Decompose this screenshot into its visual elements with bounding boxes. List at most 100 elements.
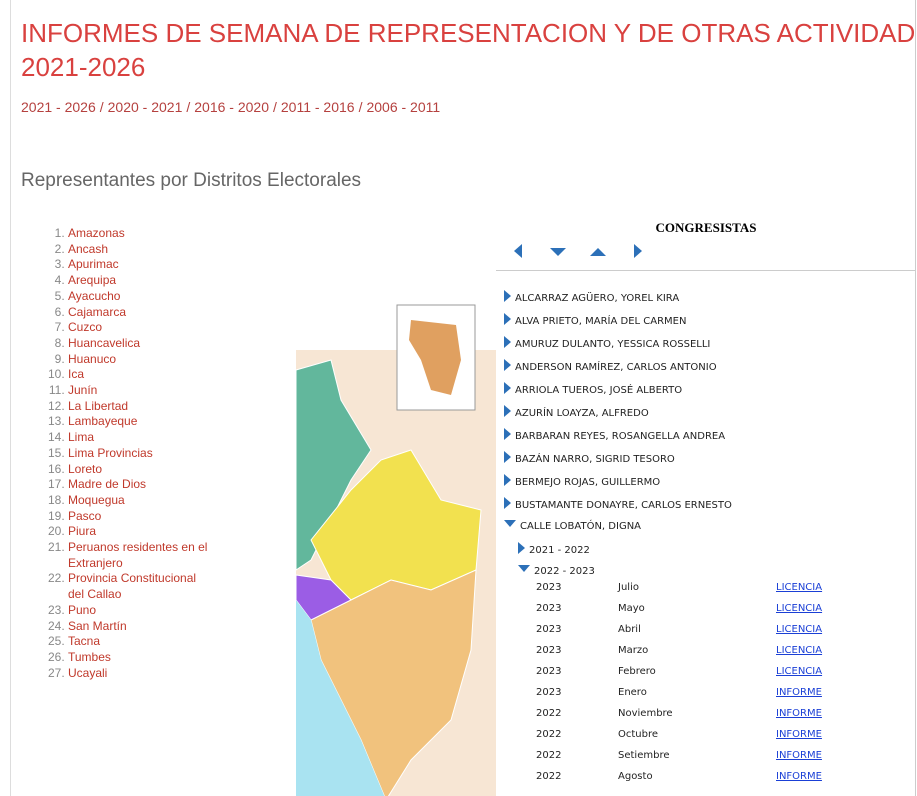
member-name[interactable]: AZURÍN LOAYZA, ALFREDO (515, 408, 649, 419)
member[interactable]: BERMEJO ROJAS, GUILLERMO (504, 474, 660, 488)
period-link[interactable]: 2020 - 2021 (108, 99, 183, 115)
district-item: Ancash (68, 242, 208, 258)
expand-icon[interactable] (518, 565, 530, 572)
district-link[interactable]: La Libertad (68, 399, 128, 413)
member[interactable]: AMURUZ DULANTO, YESSICA ROSSELLI (504, 336, 710, 350)
district-link[interactable]: Apurimac (68, 257, 119, 271)
report-cell: INFORME (776, 750, 822, 761)
arrow-down[interactable] (550, 248, 566, 256)
period[interactable]: 2021 - 2022 (518, 542, 590, 556)
report-cell: INFORME (776, 771, 822, 782)
report-year: 2022 (536, 750, 561, 761)
district-item: Provincia Constitucional del Callao (68, 571, 208, 602)
district-link[interactable]: Amazonas (68, 226, 125, 240)
member[interactable]: CALLE LOBATÓN, DIGNA (504, 520, 641, 532)
expand-icon[interactable] (504, 520, 516, 527)
period[interactable]: 2022 - 2023 (518, 565, 595, 577)
member-name[interactable]: AMURUZ DULANTO, YESSICA ROSSELLI (515, 339, 710, 350)
report-link[interactable]: INFORME (776, 687, 822, 698)
district-link[interactable]: Lima Provincias (68, 446, 153, 460)
district-link[interactable]: Ica (68, 367, 84, 381)
member-name[interactable]: BERMEJO ROJAS, GUILLERMO (515, 477, 660, 488)
district-item: Junín (68, 383, 208, 399)
member[interactable]: AZURÍN LOAYZA, ALFREDO (504, 405, 649, 419)
expand-icon[interactable] (504, 451, 511, 463)
arrow-left[interactable] (514, 244, 522, 258)
district-link[interactable]: Cuzco (68, 320, 102, 334)
district-link[interactable]: Puno (68, 603, 96, 617)
report-link[interactable]: LICENCIA (776, 603, 822, 614)
period-link[interactable]: 2016 - 2020 (194, 99, 269, 115)
district-link[interactable]: Ancash (68, 242, 108, 256)
period-label[interactable]: 2021 - 2022 (529, 545, 590, 556)
period-nav: 2021 - 2026/2020 - 2021/2016 - 2020/2011… (21, 99, 444, 115)
member-name[interactable]: ALCARRAZ AGÜERO, YOREL KIRA (515, 293, 679, 304)
report-link[interactable]: INFORME (776, 708, 822, 719)
member[interactable]: ANDERSON RAMÍREZ, CARLOS ANTONIO (504, 359, 717, 373)
expand-icon[interactable] (504, 405, 511, 417)
expand-icon[interactable] (504, 290, 511, 302)
report-link[interactable]: LICENCIA (776, 645, 822, 656)
expand-icon[interactable] (504, 336, 511, 348)
report-link[interactable]: LICENCIA (776, 624, 822, 635)
district-link[interactable]: Moquegua (68, 493, 125, 507)
member[interactable]: BARBARAN REYES, ROSANGELLA ANDREA (504, 428, 725, 442)
nav-arrows (514, 240, 664, 264)
member-name[interactable]: BUSTAMANTE DONAYRE, CARLOS ERNESTO (515, 500, 732, 511)
member-name[interactable]: ARRIOLA TUEROS, JOSÉ ALBERTO (515, 385, 682, 396)
district-link[interactable]: Huanuco (68, 352, 116, 366)
report-link[interactable]: INFORME (776, 750, 822, 761)
period-link[interactable]: 2011 - 2016 (281, 99, 355, 115)
member-name[interactable]: ANDERSON RAMÍREZ, CARLOS ANTONIO (515, 362, 717, 373)
district-link[interactable]: Huancavelica (68, 336, 140, 350)
expand-icon[interactable] (504, 359, 511, 371)
report-year: 2023 (536, 624, 561, 635)
period-link[interactable]: 2021 - 2026 (21, 99, 96, 115)
expand-icon[interactable] (504, 382, 511, 394)
district-link[interactable]: Ucayali (68, 666, 107, 680)
expand-icon[interactable] (504, 428, 511, 440)
period-link[interactable]: 2006 - 2011 (366, 99, 440, 115)
expand-icon[interactable] (504, 313, 511, 325)
report-link[interactable]: LICENCIA (776, 582, 822, 593)
expand-icon[interactable] (504, 474, 511, 486)
district-link[interactable]: Loreto (68, 462, 102, 476)
panel-title: CONGRESISTAS (496, 220, 916, 236)
district-link[interactable]: Arequipa (68, 273, 116, 287)
district-link[interactable]: Lima (68, 430, 94, 444)
report-link[interactable]: INFORME (776, 729, 822, 740)
report-link[interactable]: INFORME (776, 771, 822, 782)
member-name[interactable]: CALLE LOBATÓN, DIGNA (520, 521, 641, 532)
period-label[interactable]: 2022 - 2023 (534, 566, 595, 577)
arrow-up[interactable] (590, 248, 606, 256)
district-item: Ica (68, 367, 208, 383)
report-year: 2023 (536, 582, 561, 593)
district-link[interactable]: Provincia Constitucional del Callao (68, 571, 196, 601)
member[interactable]: BAZÁN NARRO, SIGRID TESORO (504, 451, 675, 465)
district-link[interactable]: Junín (68, 383, 97, 397)
member-name[interactable]: BAZÁN NARRO, SIGRID TESORO (515, 454, 675, 465)
district-link[interactable]: Ayacucho (68, 289, 120, 303)
title: INFORMES DE SEMANA DE REPRESENTACION Y D… (21, 18, 916, 48)
report-link[interactable]: LICENCIA (776, 666, 822, 677)
district-link[interactable]: Lambayeque (68, 414, 137, 428)
expand-icon[interactable] (518, 542, 525, 554)
arrow-right[interactable] (634, 244, 642, 258)
member[interactable]: ALVA PRIETO, MARÍA DEL CARMEN (504, 313, 686, 327)
district-link[interactable]: Pasco (68, 509, 101, 523)
district-link[interactable]: Piura (68, 524, 96, 538)
expand-icon[interactable] (504, 497, 511, 509)
district-link[interactable]: Cajamarca (68, 305, 126, 319)
member[interactable]: ALCARRAZ AGÜERO, YOREL KIRA (504, 290, 679, 304)
member-name[interactable]: BARBARAN REYES, ROSANGELLA ANDREA (515, 431, 725, 442)
separator: / (186, 99, 190, 115)
district-link[interactable]: San Martín (68, 619, 127, 633)
member[interactable]: BUSTAMANTE DONAYRE, CARLOS ERNESTO (504, 497, 732, 511)
district-link[interactable]: Madre de Dios (68, 477, 146, 491)
district-link[interactable]: Tumbes (68, 650, 111, 664)
district-link[interactable]: Tacna (68, 634, 100, 648)
member[interactable]: ARRIOLA TUEROS, JOSÉ ALBERTO (504, 382, 682, 396)
member-name[interactable]: ALVA PRIETO, MARÍA DEL CARMEN (515, 316, 686, 327)
district-item: Cajamarca (68, 305, 208, 321)
district-link[interactable]: Peruanos residentes en el Extranjero (68, 540, 207, 570)
